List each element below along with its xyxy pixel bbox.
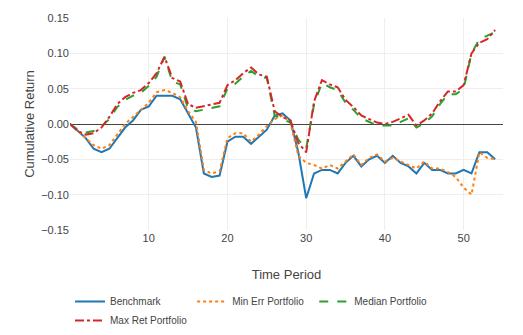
svg-text:−0.10: −0.10: [41, 189, 69, 201]
svg-text:20: 20: [221, 232, 233, 244]
svg-text:−0.05: −0.05: [41, 153, 69, 165]
svg-text:Cumulative Return: Cumulative Return: [22, 70, 37, 178]
svg-text:−0.15: −0.15: [41, 224, 69, 236]
svg-text:Max Ret Portfolio: Max Ret Portfolio: [110, 315, 187, 326]
svg-text:Min Err Portfolio: Min Err Portfolio: [232, 296, 304, 307]
svg-text:10: 10: [143, 232, 155, 244]
svg-text:50: 50: [458, 232, 470, 244]
svg-text:Time Period: Time Period: [252, 267, 322, 282]
svg-text:0.05: 0.05: [48, 83, 69, 95]
svg-text:40: 40: [379, 232, 391, 244]
svg-text:0.15: 0.15: [48, 12, 69, 24]
svg-text:30: 30: [300, 232, 312, 244]
svg-text:0.10: 0.10: [48, 47, 69, 59]
svg-text:0.00: 0.00: [48, 118, 69, 130]
svg-text:Median Portfolio: Median Portfolio: [354, 296, 427, 307]
svg-text:Benchmark: Benchmark: [110, 296, 162, 307]
